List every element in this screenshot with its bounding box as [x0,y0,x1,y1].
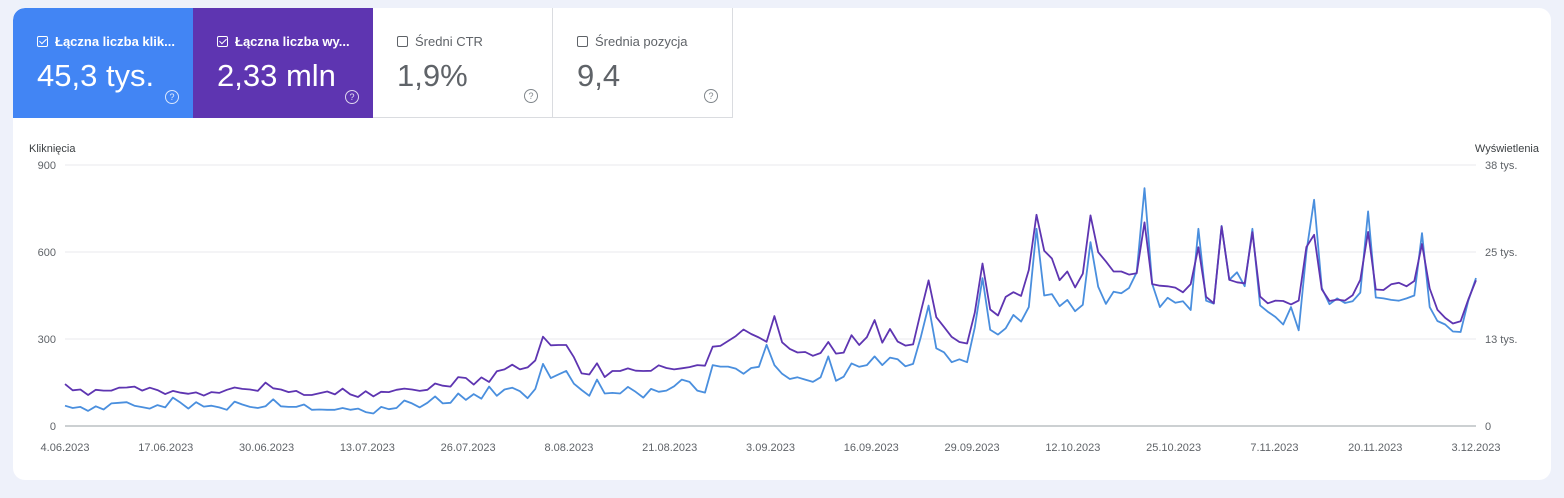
total-impressions-label: Łączna liczba wy... [235,34,350,49]
x-tick-label: 29.09.2023 [945,442,1000,454]
x-tick-label: 30.06.2023 [239,442,294,454]
y2-tick-label: 0 [1485,421,1491,433]
x-tick-label: 3.09.2023 [746,442,795,454]
help-icon[interactable]: ? [165,90,179,104]
x-tick-label: 17.06.2023 [138,442,193,454]
x-tick-label: 12.10.2023 [1045,442,1100,454]
total-clicks-label: Łączna liczba klik... [55,34,175,49]
total-impressions-card[interactable]: Łączna liczba wy... 2,33 mln ? [193,8,373,118]
checkbox-unchecked-icon[interactable] [397,36,408,47]
y2-tick-label: 13 tys. [1485,334,1517,346]
y-tick-label: 0 [50,421,56,433]
x-tick-label: 7.11.2023 [1250,442,1298,454]
y2-tick-label: 38 tys. [1485,160,1517,172]
checkbox-checked-icon[interactable] [37,36,48,47]
impressions-series-line [64,213,1477,398]
y-tick-label: 900 [38,160,56,172]
x-tick-label: 3.12.2023 [1452,442,1501,454]
average-ctr-value: 1,9% [397,58,468,93]
x-tick-label: 13.07.2023 [340,442,395,454]
x-tick-label: 26.07.2023 [441,442,496,454]
performance-panel: Łączna liczba klik... 45,3 tys. ? Łączna… [13,8,1551,480]
average-position-header: Średnia pozycja [577,34,688,49]
y-tick-label: 300 [38,334,56,346]
total-impressions-value: 2,33 mln [217,58,336,93]
x-tick-label: 20.11.2023 [1348,442,1402,454]
y-axis-title: Kliknięcia [29,143,76,155]
y2-axis-title: Wyświetlenia [1475,143,1540,155]
total-clicks-header: Łączna liczba klik... [37,34,175,49]
grid-lines [65,164,1476,427]
checkbox-unchecked-icon[interactable] [577,36,588,47]
series-lines [64,187,1477,415]
average-position-value: 9,4 [577,58,621,93]
average-ctr-label: Średni CTR [415,34,483,49]
checkbox-checked-icon[interactable] [217,36,228,47]
total-clicks-card[interactable]: Łączna liczba klik... 45,3 tys. ? [13,8,193,118]
average-ctr-card[interactable]: Średni CTR 1,9% ? [373,8,553,118]
help-icon[interactable]: ? [524,89,538,103]
total-impressions-header: Łączna liczba wy... [217,34,350,49]
performance-chart: 0 0 300 13 tys. 600 25 tys. 900 38 tys. Kliknięc… [29,143,1540,454]
total-clicks-value: 45,3 tys. [37,58,155,93]
y-tick-label: 600 [38,247,56,259]
x-tick-label: 16.09.2023 [844,442,899,454]
x-tick-label: 25.10.2023 [1146,442,1201,454]
x-tick-label: 21.08.2023 [642,442,697,454]
x-tick-label: 8.08.2023 [544,442,593,454]
average-ctr-header: Średni CTR [397,34,483,49]
average-position-label: Średnia pozycja [595,34,688,49]
axis-labels: 0 0 300 13 tys. 600 25 tys. 900 38 tys. Kliknięc… [29,143,1540,454]
y2-tick-label: 25 tys. [1485,247,1517,259]
x-tick-label: 4.06.2023 [41,442,90,454]
help-icon[interactable]: ? [704,89,718,103]
help-icon[interactable]: ? [345,90,359,104]
average-position-card[interactable]: Średnia pozycja 9,4 ? [553,8,733,118]
metric-cards: Łączna liczba klik... 45,3 tys. ? Łączna… [13,8,733,118]
clicks-series-line [64,187,1477,415]
